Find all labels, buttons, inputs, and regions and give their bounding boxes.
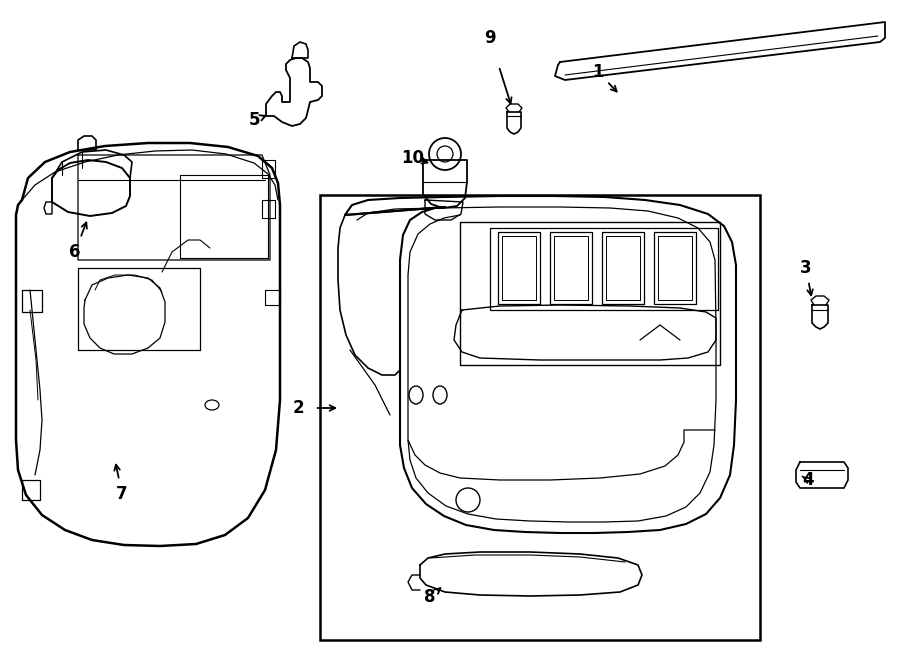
Text: 9: 9 bbox=[484, 29, 496, 47]
Text: 6: 6 bbox=[69, 243, 81, 261]
Text: 8: 8 bbox=[424, 588, 436, 606]
Text: 1: 1 bbox=[592, 63, 604, 81]
Text: 5: 5 bbox=[249, 111, 261, 129]
Text: 7: 7 bbox=[116, 485, 128, 503]
Text: 10: 10 bbox=[401, 149, 425, 167]
Text: 4: 4 bbox=[802, 471, 814, 489]
Bar bbox=[320, 195, 760, 640]
Text: 3: 3 bbox=[800, 259, 812, 277]
Text: 2: 2 bbox=[292, 399, 304, 417]
